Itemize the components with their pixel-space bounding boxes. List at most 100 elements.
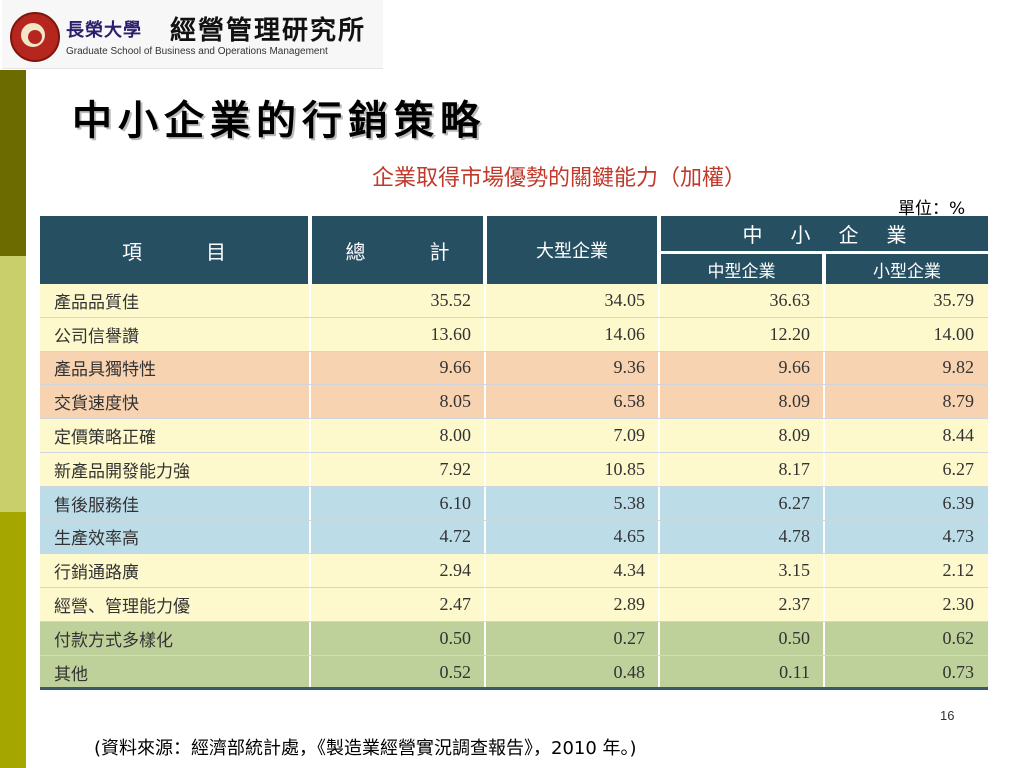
row-medium-value: 36.63 [769,289,811,310]
row-large-value: 0.48 [613,661,646,682]
header-small-enterprise: 小型企業 [826,254,988,284]
row-item-label: 產品具獨特性 [54,360,156,381]
column-divider [484,317,486,351]
row-item-label: 交貨速度快 [54,394,139,415]
column-divider [484,655,486,689]
emblem-core [28,30,42,44]
row-item-label: 產品品質佳 [54,292,139,313]
row-large-value: 0.27 [613,627,646,648]
row-medium-value: 8.09 [778,391,811,412]
row-total-value: 13.60 [430,323,472,344]
table-row: 行銷通路廣 2.94 4.34 3.15 2.12 [40,554,988,589]
column-divider [484,452,486,486]
row-large-value: 2.89 [613,594,646,615]
column-divider [658,317,660,351]
column-divider [658,621,660,655]
row-small-value: 6.39 [942,492,975,513]
row-item-label: 付款方式多樣化 [54,630,173,651]
column-divider [309,554,311,588]
column-divider [823,284,825,317]
left-bar-segment-light [0,256,26,512]
source-citation: (資料來源：經濟部統計處，《製造業經營實況調查報告》，2010 年。) [94,738,637,759]
column-divider [823,554,825,588]
column-divider [309,588,311,621]
column-divider [484,520,486,554]
table-row: 生產效率高 4.72 4.65 4.78 4.73 [40,520,988,555]
row-total-value: 35.52 [430,289,472,310]
row-medium-value: 0.11 [779,661,810,682]
left-bar-segment-mid [0,512,26,768]
column-divider [484,419,486,452]
column-divider [658,452,660,486]
header-sme: 中小企業 [661,216,988,251]
table-row: 新產品開發能力強 7.92 10.85 8.17 6.27 [40,452,988,487]
row-medium-value: 8.09 [778,425,811,446]
column-divider [484,486,486,520]
column-divider [823,520,825,554]
column-divider [823,655,825,689]
row-large-value: 10.85 [604,458,646,479]
row-item-label: 公司信譽讚 [54,326,139,347]
table-header: 項 目 總 計 大型企業 中小企業 中型企業 小型企業 [40,216,988,284]
university-logo: 長榮大學 經營管理研究所 Graduate School of Business… [2,0,383,69]
row-large-value: 14.06 [604,323,646,344]
table-title: 企業取得市場優勢的關鍵能力（加權） [372,166,747,191]
row-medium-value: 0.50 [778,627,811,648]
column-divider [309,452,311,486]
slide-title: 中小企業的行銷策略 [72,97,486,144]
table-unit-label: 單位：% [898,199,966,219]
logo-english-name: Graduate School of Business and Operatio… [66,46,328,57]
row-total-value: 8.05 [439,391,472,412]
table-row: 付款方式多樣化 0.50 0.27 0.50 0.62 [40,621,988,656]
table-body: 產品品質佳 35.52 34.05 36.63 35.79 公司信譽讚 13.60 14.06… [40,284,988,690]
university-emblem-icon [10,12,60,62]
row-total-value: 0.50 [439,627,472,648]
column-divider [484,284,486,317]
header-large-enterprise: 大型企業 [487,216,657,284]
column-divider [309,486,311,520]
left-decorative-bar [0,70,26,768]
row-small-value: 14.00 [933,323,975,344]
row-total-value: 2.47 [439,594,472,615]
row-large-value: 34.05 [604,289,646,310]
row-large-value: 4.65 [613,526,646,547]
row-small-value: 2.30 [942,594,975,615]
column-divider [309,655,311,689]
table-row: 定價策略正確 8.00 7.09 8.09 8.44 [40,419,988,453]
row-total-value: 9.66 [439,357,472,378]
row-small-value: 9.82 [942,357,975,378]
row-item-label: 行銷通路廣 [54,563,139,584]
column-divider [658,284,660,317]
column-divider [484,351,486,385]
column-divider [658,351,660,385]
logo-school-name: 長榮大學 [66,20,142,41]
table-row: 產品具獨特性 9.66 9.36 9.66 9.82 [40,351,988,386]
row-medium-value: 4.78 [778,526,811,547]
header-total: 總 計 [312,216,483,284]
column-divider [823,588,825,621]
column-divider [309,317,311,351]
column-divider [823,419,825,452]
column-divider [309,351,311,385]
row-small-value: 4.73 [942,526,975,547]
column-divider [309,520,311,554]
table-row: 交貨速度快 8.05 6.58 8.09 8.79 [40,385,988,420]
page-number: 16 [940,708,955,723]
row-large-value: 6.58 [613,391,646,412]
row-medium-value: 3.15 [778,560,811,581]
row-small-value: 8.44 [942,425,975,446]
column-divider [658,419,660,452]
column-divider [823,351,825,385]
row-large-value: 4.34 [613,560,646,581]
header-medium-enterprise: 中型企業 [661,254,822,284]
column-divider [309,284,311,317]
row-item-label: 其他 [54,664,88,685]
row-total-value: 8.00 [439,425,472,446]
column-divider [484,621,486,655]
row-item-label: 新產品開發能力強 [54,461,190,482]
column-divider [309,621,311,655]
row-item-label: 經營、管理能力優 [54,597,190,618]
row-large-value: 9.36 [613,357,646,378]
column-divider [658,486,660,520]
row-small-value: 2.12 [942,560,975,581]
